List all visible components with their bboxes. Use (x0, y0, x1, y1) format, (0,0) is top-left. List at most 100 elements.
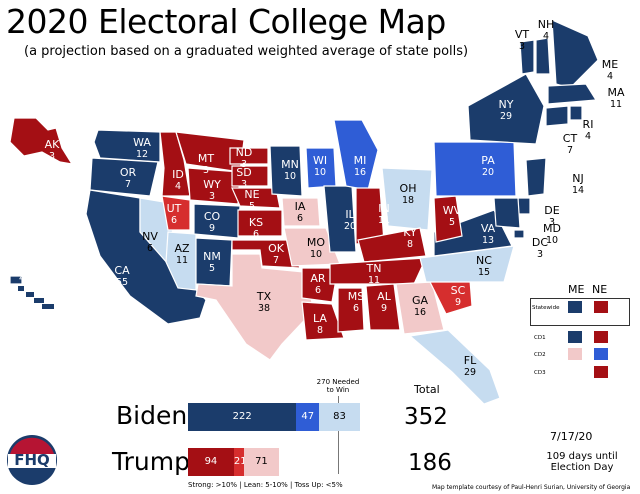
state-ev-nh: 4 (543, 31, 549, 42)
state-abbr-nj: NJ (572, 172, 583, 185)
state-abbr-nm: NM (203, 250, 221, 263)
state-nd (229, 147, 269, 165)
trump-strong-segment: 94 (188, 448, 234, 476)
state-ev-wi: 10 (314, 167, 326, 178)
trump-lean-segment: 21 (233, 448, 247, 476)
state-abbr-tn: TN (366, 262, 382, 275)
state-ks (237, 209, 283, 237)
trump-bar: 94 21 71 (188, 448, 438, 476)
state-ev-ri: 4 (585, 131, 591, 142)
state-pa (433, 141, 517, 197)
state-mi (333, 119, 379, 191)
credit: Map template courtesy of Paul-Henri Suri… (432, 484, 631, 491)
state-abbr-nd: ND (236, 146, 253, 159)
split-legend-row-label: Statewide (532, 305, 560, 311)
state-abbr-wy: WY (203, 178, 221, 191)
page-subtitle: (a projection based on a graduated weigh… (24, 44, 469, 59)
state-dc (513, 229, 525, 239)
state-ev-in: 11 (378, 215, 390, 226)
state-sd (231, 165, 269, 187)
state-abbr-ga: GA (412, 294, 429, 307)
hawaii-island (42, 304, 54, 309)
state-ev-vt: 3 (519, 41, 525, 52)
biden-lean-value: 47 (301, 411, 315, 422)
split-legend-swatch-me (568, 348, 582, 360)
state-fl (408, 329, 501, 405)
state-abbr-tx: TX (256, 290, 272, 303)
state-ev-ct: 7 (567, 145, 573, 156)
biden-tossup-segment: 83 (319, 403, 360, 431)
state-ev-id: 4 (175, 181, 181, 192)
state-abbr-ut: UT (167, 202, 182, 215)
state-abbr-wv: WV (443, 204, 462, 217)
state-abbr-co: CO (204, 210, 221, 223)
state-ev-ut: 6 (171, 215, 177, 226)
state-ev-ar: 6 (315, 285, 321, 296)
state-ev-tx: 38 (258, 303, 270, 314)
state-ri (569, 105, 583, 121)
state-abbr-il: IL (345, 208, 355, 221)
state-abbr-de: DE (544, 204, 559, 217)
state-ak (9, 117, 74, 165)
state-ev-mt: 3 (203, 165, 209, 176)
state-ev-sd: 3 (241, 179, 247, 190)
state-mn (269, 145, 303, 197)
hawaii-island (18, 286, 24, 291)
page-title: 2020 Electoral College Map (6, 2, 446, 41)
split-legend-header-me: ME (568, 283, 585, 296)
split-legend-row-label: CD3 (534, 370, 546, 376)
state-nj (525, 157, 547, 197)
state-va (433, 209, 513, 257)
split-legend: ME NE Statewide CD1 CD2 CD3 (530, 283, 638, 393)
split-legend-header-ne: NE (592, 283, 608, 296)
state-ev-de: 3 (549, 217, 555, 228)
state-ev-ks: 6 (253, 229, 259, 240)
state-abbr-dc: DC (532, 236, 548, 249)
biden-total: 352 (404, 404, 448, 430)
state-or (89, 157, 159, 197)
hawaii-island (34, 298, 44, 303)
state-abbr-ne: NE (244, 188, 259, 201)
state-abbr-ct: CT (563, 132, 578, 145)
state-ga (395, 281, 445, 335)
state-tx (195, 253, 315, 361)
state-ny (467, 73, 545, 145)
state-ev-ny: 29 (500, 111, 512, 122)
state-abbr-ri: RI (583, 118, 594, 131)
state-ev-hi: 4 (19, 273, 25, 284)
state-il (323, 185, 357, 253)
state-ev-oh: 18 (402, 195, 414, 206)
state-ev-or: 7 (125, 179, 131, 190)
state-oh (381, 167, 433, 231)
split-legend-swatch-me (568, 331, 582, 343)
state-az (165, 231, 197, 291)
state-abbr-md: MD (543, 222, 561, 235)
state-abbr-hi: HI (16, 260, 28, 273)
strength-key: Strong: >10% | Lean: 5-10% | Toss Up: <5… (188, 481, 343, 489)
total-label: Total (414, 383, 440, 396)
state-ev-ca: 55 (116, 277, 128, 288)
state-abbr-nh: NH (538, 18, 555, 31)
state-ev-ms: 6 (353, 303, 359, 314)
state-ev-az: 11 (176, 255, 188, 266)
state-abbr-nv: NV (142, 230, 158, 243)
state-abbr-ms: MS (348, 290, 364, 303)
state-ma (547, 83, 598, 105)
state-abbr-sd: SD (236, 166, 251, 179)
state-ev-nc: 15 (478, 267, 490, 278)
state-ev-nm: 5 (209, 263, 215, 274)
state-abbr-ky: KY (403, 226, 417, 239)
state-ut (161, 195, 191, 231)
fhq-logo-text: FHQ (14, 451, 50, 469)
state-ev-wa: 12 (136, 149, 148, 160)
split-legend-swatch-ne (594, 331, 608, 343)
state-abbr-ma: MA (607, 86, 624, 99)
trump-tossup-value: 71 (255, 456, 268, 467)
fhq-logo: FHQ (4, 432, 60, 488)
biden-strong-segment: 222 (188, 403, 297, 431)
state-ev-co: 9 (209, 223, 215, 234)
state-ev-dc: 3 (537, 249, 543, 260)
state-ev-nj: 14 (572, 185, 584, 196)
state-ev-pa: 20 (482, 167, 494, 178)
state-ev-wv: 5 (449, 217, 455, 228)
